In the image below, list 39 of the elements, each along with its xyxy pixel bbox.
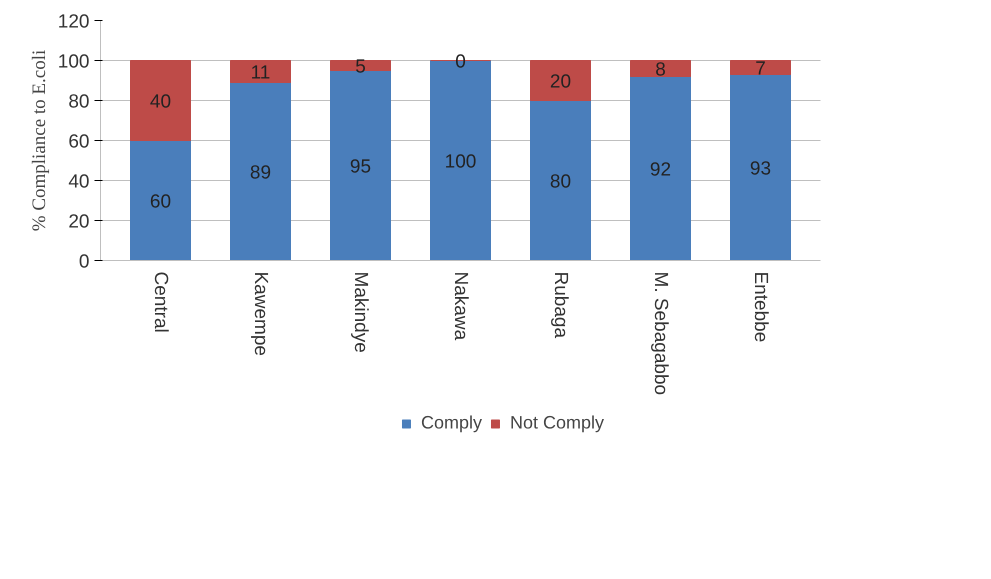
bar: [730, 74, 791, 260]
data-label: 40: [150, 92, 172, 112]
y-tick-label: 60: [68, 132, 90, 152]
x-tick-label: Kawempe: [250, 272, 271, 356]
bar: [530, 100, 591, 260]
data-label: 89: [250, 162, 272, 184]
y-tick-label: 0: [78, 252, 90, 272]
bar: [530, 60, 591, 101]
x-tick-label: Rubaga: [550, 272, 571, 338]
bar: [230, 82, 291, 260]
x-tick-label: Entebbe: [750, 272, 771, 342]
data-label: 95: [350, 156, 372, 178]
bar: [130, 140, 191, 260]
bar: [630, 60, 691, 77]
x-tick-label: Nakawa: [450, 272, 471, 341]
data-label: 11: [250, 62, 270, 84]
data-label: 100: [444, 152, 476, 172]
x-tick-label: M. Sebagabbo: [650, 272, 671, 396]
y-tick-label: 120: [58, 12, 90, 32]
data-label: 8: [655, 60, 666, 80]
data-label: 7: [755, 58, 766, 80]
x-tick-label: Central: [150, 272, 171, 333]
legend-label: Not Comply: [510, 412, 604, 434]
data-label: 20: [550, 72, 572, 92]
data-label: 92: [650, 160, 672, 180]
y-tick-label: 100: [58, 52, 90, 72]
bar: [130, 60, 191, 141]
data-label: 80: [550, 172, 572, 192]
data-label: 93: [750, 158, 772, 180]
y-axis-title: % Compliance to E.coli: [28, 50, 50, 232]
y-tick-label: 40: [68, 172, 90, 192]
bar: [230, 60, 291, 83]
bar: [630, 76, 691, 260]
y-tick-label: 20: [68, 212, 90, 232]
data-label: 60: [150, 192, 172, 212]
bar: [730, 60, 791, 75]
y-tick-label: 80: [68, 92, 90, 112]
legend-label: Comply: [420, 412, 482, 434]
x-tick-label: Makindye: [350, 272, 371, 353]
